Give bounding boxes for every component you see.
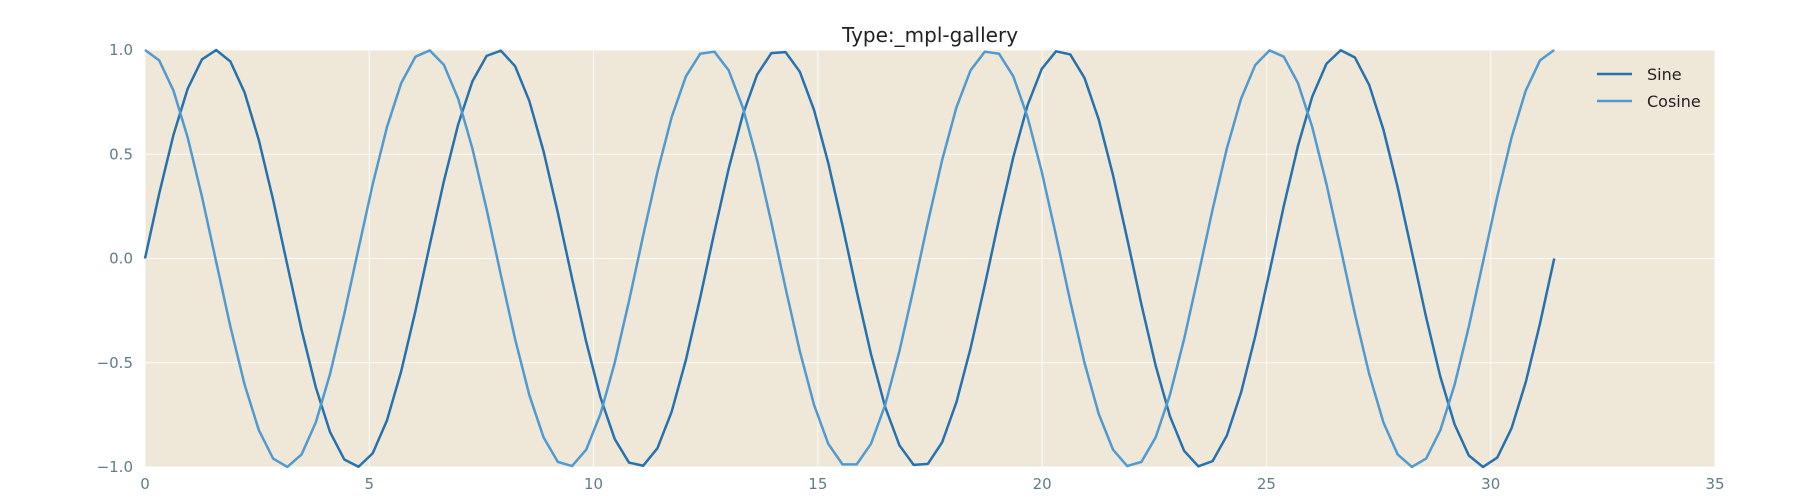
x-tick-label: 30 — [1481, 475, 1500, 493]
legend-label-sine: Sine — [1647, 65, 1682, 84]
y-tick-label: −0.5 — [97, 354, 133, 372]
series-line-cosine — [144, 48, 1555, 469]
x-tick-label: 5 — [365, 475, 375, 493]
x-tick-label: 15 — [808, 475, 827, 493]
legend: Sine Cosine — [1597, 65, 1701, 111]
x-axis: 0 5 10 15 20 25 30 35 — [140, 475, 1724, 493]
grid — [144, 49, 1716, 468]
y-tick-label: 0.5 — [109, 145, 133, 163]
x-tick-label: 35 — [1705, 475, 1724, 493]
x-tick-label: 20 — [1033, 475, 1052, 493]
y-tick-label: 0.0 — [109, 250, 133, 268]
x-tick-label: 0 — [140, 475, 150, 493]
y-tick-label: −1.0 — [97, 458, 133, 476]
series-layer — [143, 48, 1556, 469]
y-axis: 1.0 0.5 0.0 −0.5 −1.0 — [97, 41, 133, 476]
x-tick-label: 10 — [584, 475, 603, 493]
legend-label-cosine: Cosine — [1647, 92, 1701, 111]
chart-title: Type:_mpl-gallery — [841, 23, 1018, 47]
x-tick-label: 25 — [1257, 475, 1276, 493]
series-line-sine — [143, 48, 1556, 469]
y-tick-label: 1.0 — [109, 41, 133, 59]
